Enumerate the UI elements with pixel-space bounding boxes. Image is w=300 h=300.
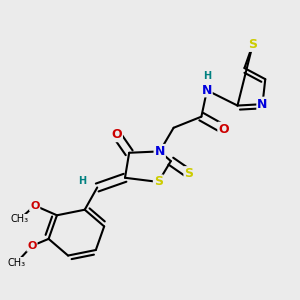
Text: O: O <box>30 201 39 211</box>
Text: H: H <box>78 176 86 186</box>
Text: S: S <box>154 176 163 188</box>
Text: N: N <box>202 84 212 97</box>
Text: CH₃: CH₃ <box>11 214 28 224</box>
Text: H: H <box>203 71 211 81</box>
Text: CH₃: CH₃ <box>8 257 26 268</box>
Text: S: S <box>184 167 194 180</box>
Text: O: O <box>111 128 122 141</box>
Text: N: N <box>257 98 268 111</box>
Text: N: N <box>154 145 165 158</box>
Text: O: O <box>218 123 229 136</box>
Text: O: O <box>27 241 37 251</box>
Text: S: S <box>248 38 257 51</box>
